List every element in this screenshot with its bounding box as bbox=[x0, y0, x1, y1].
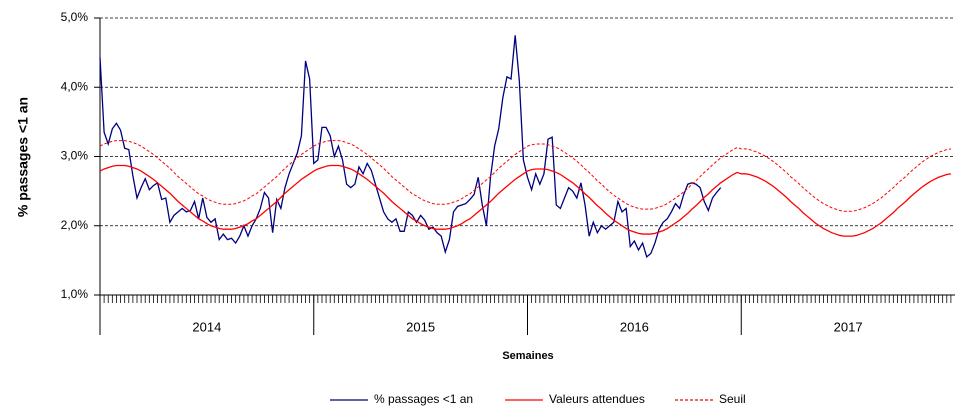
y-tick-label: 2,0% bbox=[61, 218, 89, 232]
year-label: 2015 bbox=[406, 319, 435, 334]
legend-label: Seuil bbox=[719, 392, 746, 406]
legend-label: % passages <1 an bbox=[374, 392, 473, 406]
y-tick-label: 5,0% bbox=[61, 10, 89, 24]
legend-label: Valeurs attendues bbox=[549, 392, 645, 406]
y-tick-label: 1,0% bbox=[61, 287, 89, 301]
year-label: 2017 bbox=[834, 319, 863, 334]
y-tick-label: 3,0% bbox=[61, 149, 89, 163]
series-line bbox=[99, 140, 951, 212]
year-label: 2016 bbox=[620, 319, 649, 334]
y-tick-label: 4,0% bbox=[61, 79, 89, 93]
y-axis-label: % passages <1 an bbox=[15, 97, 31, 217]
series-line bbox=[99, 164, 951, 237]
series-line bbox=[99, 35, 722, 259]
year-label: 2014 bbox=[192, 319, 221, 334]
x-axis-label: Semaines bbox=[502, 350, 553, 362]
